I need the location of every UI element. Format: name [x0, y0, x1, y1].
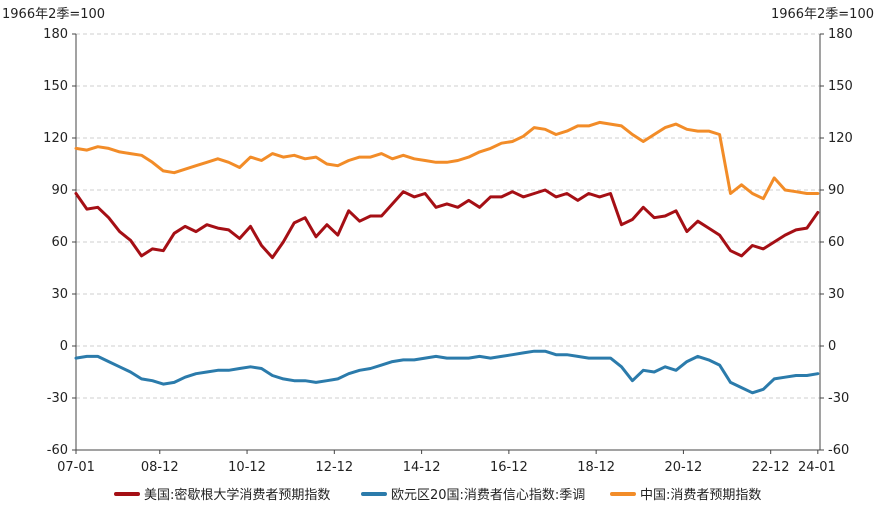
gridlines — [76, 33, 820, 451]
x-axis-ticks: 07-01 08-12 10-12 12-12 14-12 16-12 18-12 20-12… — [57, 450, 836, 475]
right-tick-label-7: -30 — [828, 391, 849, 406]
right-tick-label-5: 30 — [828, 287, 845, 302]
x-tick-label-4: 14-12 — [403, 460, 441, 475]
right-tick-label-8: -60 — [828, 443, 849, 458]
legend-label-0: 美国:密歇根大学消费者预期指数 — [144, 487, 330, 503]
left-tick-label-6: 0 — [60, 339, 68, 354]
legend-label-1: 欧元区20国:消费者信心指数:季调 — [391, 488, 585, 503]
right-axis-unit-label: 1966年2季=100 — [771, 7, 874, 22]
series-line-2 — [74, 120, 820, 201]
right-tick-label-0: 180 — [828, 27, 853, 42]
left-tick-label-4: 60 — [51, 235, 68, 250]
series-lines — [74, 120, 820, 395]
right-tick-label-2: 120 — [828, 131, 853, 146]
left-tick-label-0: 180 — [43, 27, 68, 42]
right-tick-label-1: 150 — [828, 79, 853, 94]
right-y-ticks: 180 150 120 90 60 30 0 -30 -60 — [820, 27, 853, 458]
x-tick-label-0: 07-01 — [57, 460, 95, 475]
left-y-ticks: 180 150 120 90 60 30 0 -30 -60 — [43, 27, 76, 458]
x-tick-label-1: 08-12 — [141, 460, 179, 475]
x-tick-label-9: 24-01 — [798, 460, 836, 475]
series-line-1 — [74, 349, 820, 395]
right-tick-label-4: 60 — [828, 235, 845, 250]
left-tick-label-1: 150 — [43, 79, 68, 94]
x-tick-label-3: 12-12 — [315, 460, 353, 475]
left-tick-label-8: -60 — [47, 443, 68, 458]
x-tick-label-2: 10-12 — [228, 460, 266, 475]
legend: 美国:密歇根大学消费者预期指数 欧元区20国:消费者信心指数:季调 中国:消费者预期… — [114, 487, 761, 503]
right-tick-label-6: 0 — [828, 339, 836, 354]
axes: 1966年2季=100 1966年2季=100 — [2, 7, 874, 451]
series-line-0 — [74, 188, 820, 260]
left-tick-label-2: 120 — [43, 131, 68, 146]
left-tick-label-5: 30 — [51, 287, 68, 302]
right-tick-label-3: 90 — [828, 183, 845, 198]
left-tick-label-3: 90 — [51, 183, 68, 198]
x-tick-label-6: 18-12 — [577, 460, 615, 475]
legend-label-2: 中国:消费者预期指数 — [640, 488, 761, 503]
x-tick-label-5: 16-12 — [490, 460, 528, 475]
x-tick-label-8: 22-12 — [752, 460, 790, 475]
left-axis-unit-label: 1966年2季=100 — [2, 7, 105, 22]
x-tick-label-7: 20-12 — [665, 460, 703, 475]
left-tick-label-7: -30 — [47, 391, 68, 406]
